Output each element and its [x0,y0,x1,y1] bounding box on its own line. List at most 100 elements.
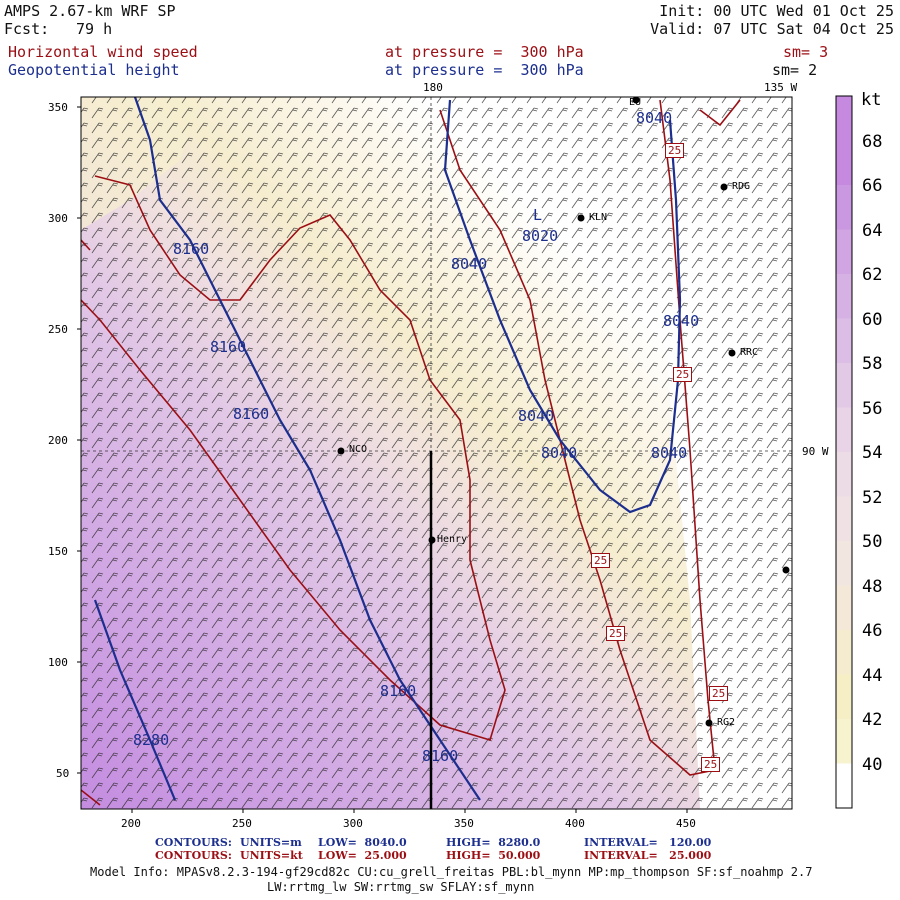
contour-legend-label: CONTOURS: [155,849,232,862]
station-dot [782,566,790,574]
x-tick-label: 350 [454,817,474,830]
valid-time: Valid: 07 UTC Sat 04 Oct 25 [650,20,894,38]
field1-title: Horizontal wind speed [8,43,198,61]
speed-label: 25 [591,553,611,568]
colorbar-label: 58 [862,354,883,374]
y-tick-label: 200 [48,434,68,447]
y-tick-label: 150 [48,545,68,558]
speed-contour-edge [81,239,91,251]
contour-legend-high: HIGH= 50.000 [446,849,541,862]
height-label: 8040 [541,444,578,462]
colorbar-swatch [836,318,852,364]
colorbar-label: 66 [862,176,883,196]
height-label: 8160 [233,405,270,423]
height-contour-8160 [133,97,481,801]
height-label: 8040 [663,312,700,330]
speed-contour-inner [81,175,506,741]
init-time: Init: 00 UTC Wed 01 Oct 25 [659,2,894,20]
colorbar-swatch [836,407,852,453]
model-title: AMPS 2.67-km WRF SP [4,2,176,20]
colorbar-label: 48 [862,577,883,597]
contour-legend-low: LOW= 8040.0 [318,836,407,849]
colorbar-label: 46 [862,621,883,641]
colorbar-label: 44 [862,666,883,686]
contour-legend-interval: INTERVAL= 25.000 [584,849,712,862]
y-tick-label: 300 [48,212,68,225]
x-tick-label: 250 [232,817,252,830]
contour-legend-interval: INTERVAL= 120.00 [584,836,712,849]
colorbar-label: 50 [862,532,883,552]
height-label: 8040 [651,444,688,462]
axis-ticks [77,106,688,813]
colorbar-swatch [836,719,852,764]
colorbar-swatch [836,674,852,720]
speed-label: 25 [665,143,685,158]
station-markers [337,97,790,727]
y-tick-label: 50 [56,767,70,780]
colorbar-swatch [836,229,852,275]
height-label: 8160 [173,240,210,258]
station-label: KLN [589,212,608,223]
station-dot [720,183,728,191]
colorbar-unit: kt [861,90,882,110]
colorbar-label: 60 [862,310,883,330]
lon-label-180: 180 [423,81,443,94]
speed-label: 25 [673,367,693,382]
lon-label-135w: 135 W [764,81,798,94]
station-label: RRC [740,347,759,358]
station-label: Henry [437,534,468,545]
station-dot [337,447,345,455]
station-label: EU [629,97,642,108]
field2-smoothing: sm= 2 [772,61,818,79]
station-label: NCO [349,444,368,455]
speed-label: 25 [709,686,729,701]
field2-level: at pressure = 300 hPa [385,61,584,79]
wind-speed-contours [81,99,741,806]
colorbar-label: 52 [862,488,883,508]
speed-contour-edge [81,789,101,806]
contour-legend-label: CONTOURS: [155,836,232,849]
x-tick-label: 450 [676,817,696,830]
y-tick-label: 100 [48,656,68,669]
colorbar-frame [835,95,853,809]
height-contour-8280 [93,599,177,801]
speed-label: 25 [701,757,721,772]
height-label: 8160 [210,338,247,356]
lon-label-90w: 90 W [802,445,829,458]
height-label: 8020 [522,227,559,245]
wind-barbs [81,97,792,809]
x-tick-label: 200 [121,817,141,830]
plot-area [81,97,792,809]
contour-legend-low: LOW= 25.000 [318,849,407,862]
station-label: RG2 [717,717,736,728]
forecast-hours: 79 h [76,20,113,38]
height-label: 8040 [451,255,488,273]
colorbar-swatch [836,763,852,809]
station-dot [632,97,640,104]
colorbar-label: 40 [862,755,883,775]
station-label: RDG [732,181,751,192]
height-label: 8280 [133,731,170,749]
height-contour-8040 [443,99,682,514]
colorbar-swatch [836,541,852,586]
station-dot [577,214,585,222]
field1-smoothing: sm= 3 [783,43,829,61]
speed-label: 25 [606,626,626,641]
station-dot [705,719,713,727]
contour-legend-high: HIGH= 8280.0 [446,836,541,849]
y-tick-label: 350 [48,101,68,114]
height-label: 8040 [636,109,673,127]
station-dot [728,349,736,357]
colorbar-swatch [836,496,852,542]
speed-contour-east [439,99,716,776]
field1-level: at pressure = 300 hPa [385,43,584,61]
model-info-radiation: LW:rrtmg_lw SW:rrtmg_sw SFLAY:sf_mynn [267,880,535,894]
x-tick-label: 400 [565,817,585,830]
height-contours [93,97,682,801]
x-tick-label: 300 [343,817,363,830]
colorbar-swatch [836,185,852,230]
forecast-label: Fcst: [4,20,50,38]
colorbar-label: 56 [862,399,883,419]
height-label: 8160 [422,747,459,765]
